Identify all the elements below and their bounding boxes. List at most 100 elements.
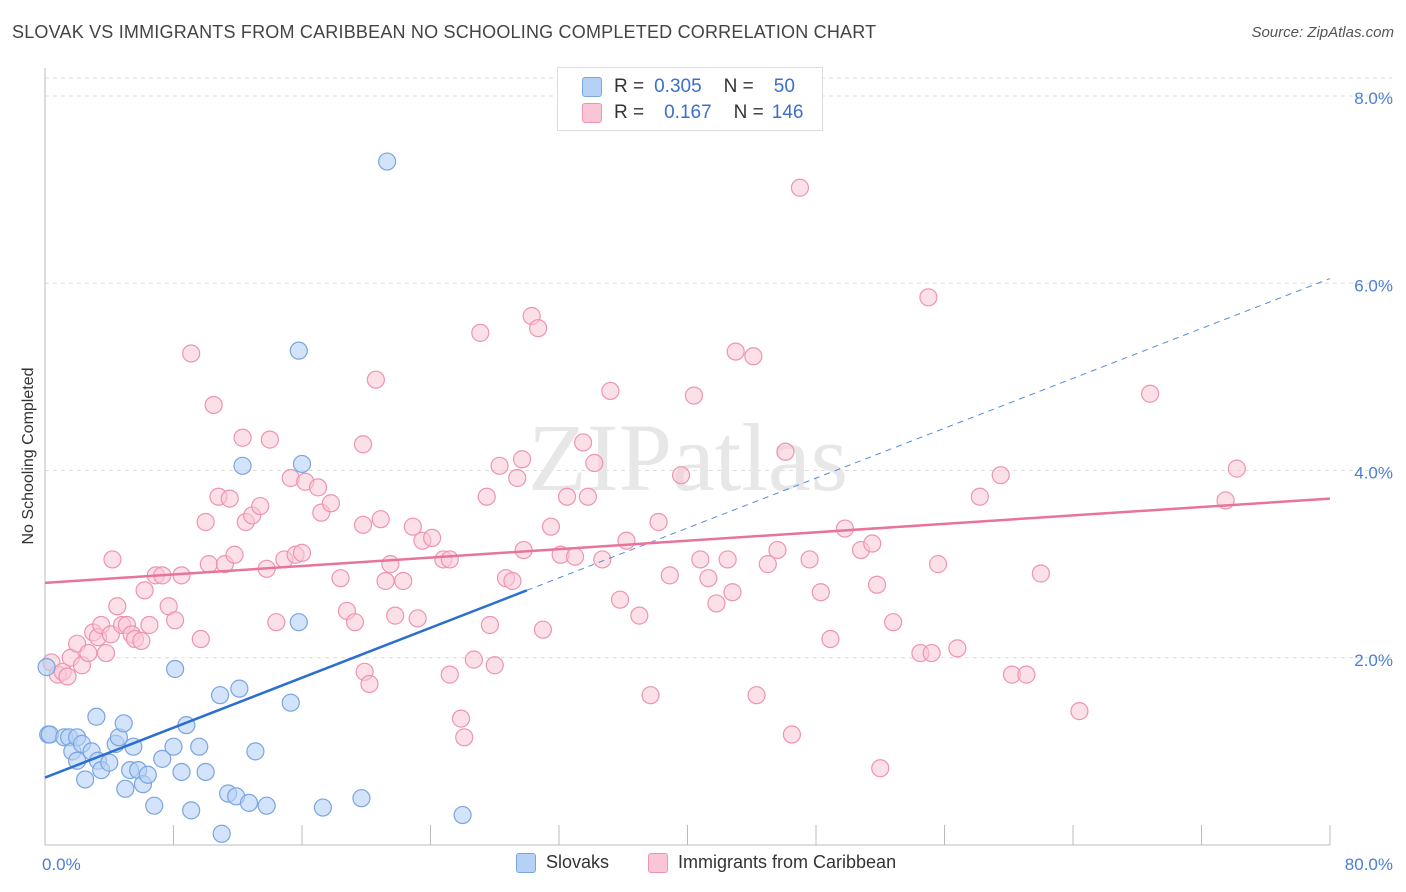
point-caribbean bbox=[140, 615, 159, 635]
point-caribbean bbox=[593, 550, 612, 569]
point-caribbean bbox=[366, 370, 385, 389]
point-slovaks bbox=[153, 749, 172, 768]
point-caribbean bbox=[747, 686, 766, 705]
point-caribbean bbox=[821, 629, 840, 649]
point-caribbean bbox=[353, 435, 373, 454]
point-caribbean bbox=[508, 468, 527, 488]
point-slovaks bbox=[313, 798, 332, 817]
point-slovaks bbox=[166, 659, 185, 679]
point-caribbean bbox=[883, 613, 903, 632]
point-slovaks bbox=[172, 762, 191, 782]
legend-n-label: N = bbox=[733, 102, 764, 123]
point-caribbean bbox=[360, 674, 379, 694]
point-caribbean bbox=[811, 583, 830, 602]
y-tick-label: 8.0% bbox=[1354, 89, 1393, 108]
point-caribbean bbox=[455, 728, 474, 747]
legend-row-slovaks: R = 0.305 N = 50 bbox=[582, 75, 795, 99]
point-caribbean bbox=[718, 550, 737, 569]
point-slovaks bbox=[87, 707, 106, 726]
point-caribbean bbox=[557, 487, 577, 506]
point-caribbean bbox=[503, 571, 522, 591]
legend-n-value: 50 bbox=[773, 76, 795, 97]
point-caribbean bbox=[464, 650, 483, 669]
legend-r-value: 0.167 bbox=[664, 102, 712, 123]
point-caribbean bbox=[292, 543, 312, 562]
point-slovaks bbox=[164, 737, 183, 756]
point-caribbean bbox=[353, 515, 373, 534]
point-slovaks bbox=[196, 762, 215, 782]
point-caribbean bbox=[485, 656, 504, 675]
point-caribbean bbox=[991, 466, 1010, 485]
point-caribbean bbox=[196, 512, 215, 532]
point-caribbean bbox=[108, 597, 127, 616]
point-slovaks bbox=[289, 613, 308, 632]
point-caribbean bbox=[251, 496, 270, 516]
point-slovaks bbox=[233, 456, 252, 475]
point-slovaks bbox=[145, 796, 164, 815]
point-caribbean bbox=[1227, 459, 1246, 478]
axes bbox=[44, 68, 1331, 846]
legend-r-label: R = bbox=[614, 76, 645, 97]
tick-labels: 2.0% 4.0% 6.0% 8.0% 0.0% 80.0% bbox=[42, 89, 1393, 874]
trend-line-slovaks-extension bbox=[526, 278, 1331, 591]
point-caribbean bbox=[919, 288, 938, 307]
y-tick-label: 6.0% bbox=[1354, 276, 1393, 295]
legend-item-caribbean: Immigrants from Caribbean bbox=[648, 852, 896, 873]
point-caribbean bbox=[541, 517, 561, 536]
point-slovaks bbox=[230, 679, 249, 698]
point-caribbean bbox=[948, 639, 967, 658]
point-caribbean bbox=[610, 590, 630, 609]
point-slovaks bbox=[100, 753, 119, 772]
point-caribbean bbox=[308, 478, 328, 497]
point-slovaks bbox=[352, 789, 371, 808]
watermark: ZIPatlas bbox=[528, 404, 848, 511]
point-caribbean bbox=[649, 512, 668, 532]
point-caribbean bbox=[220, 489, 239, 508]
stats-legend: R = 0.305 N = 50 R = 0.167 N = 146 bbox=[557, 67, 823, 131]
point-caribbean bbox=[758, 555, 777, 574]
point-caribbean bbox=[371, 510, 390, 529]
point-caribbean bbox=[565, 547, 585, 566]
point-slovaks bbox=[246, 742, 265, 761]
point-caribbean bbox=[744, 347, 763, 366]
chart-title: SLOVAK VS IMMIGRANTS FROM CARIBBEAN NO S… bbox=[12, 22, 877, 42]
point-caribbean bbox=[707, 594, 726, 613]
point-slovaks bbox=[210, 686, 230, 705]
point-slovaks bbox=[116, 779, 135, 798]
x-tick-label: 0.0% bbox=[42, 855, 81, 874]
point-caribbean bbox=[867, 575, 887, 594]
point-caribbean bbox=[871, 759, 890, 778]
point-caribbean bbox=[440, 550, 459, 569]
slovaks-swatch bbox=[516, 852, 536, 873]
point-caribbean bbox=[182, 344, 201, 363]
point-caribbean bbox=[800, 550, 819, 569]
watermark-text: ZIPatlas bbox=[528, 404, 848, 511]
x-tick-label: 80.0% bbox=[1345, 855, 1393, 874]
point-caribbean bbox=[408, 609, 427, 628]
point-caribbean bbox=[529, 319, 548, 338]
point-caribbean bbox=[331, 569, 350, 588]
point-caribbean bbox=[423, 528, 442, 548]
point-caribbean bbox=[96, 643, 116, 663]
point-caribbean bbox=[782, 725, 802, 744]
legend-n-value: 146 bbox=[771, 102, 804, 123]
point-caribbean bbox=[225, 545, 244, 564]
point-slovaks bbox=[281, 693, 300, 712]
point-caribbean bbox=[660, 566, 679, 585]
point-caribbean bbox=[835, 519, 855, 538]
point-caribbean bbox=[490, 456, 509, 475]
point-caribbean bbox=[928, 555, 948, 574]
point-caribbean bbox=[471, 323, 490, 342]
point-caribbean bbox=[512, 450, 532, 469]
legend-row-caribbean: R = 0.167 N = 146 bbox=[582, 101, 803, 125]
point-caribbean bbox=[477, 487, 496, 506]
point-caribbean bbox=[768, 540, 787, 560]
point-caribbean bbox=[573, 433, 593, 452]
point-caribbean bbox=[451, 709, 471, 728]
point-slovaks bbox=[37, 658, 56, 677]
point-caribbean bbox=[1140, 384, 1160, 403]
point-caribbean bbox=[345, 613, 365, 632]
legend-n-label: N = bbox=[723, 76, 754, 97]
point-slovaks bbox=[239, 793, 259, 812]
point-caribbean bbox=[578, 487, 598, 506]
